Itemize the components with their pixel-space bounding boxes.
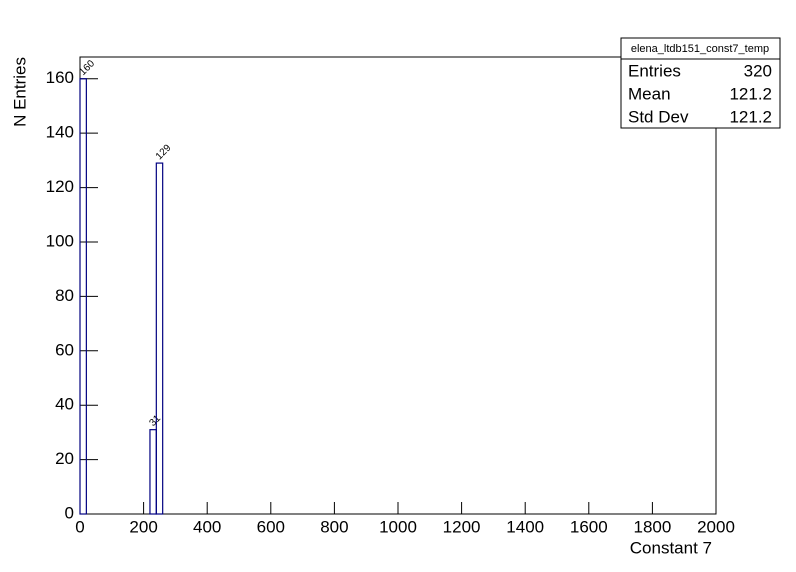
x-tick-label: 800 — [320, 517, 348, 536]
y-tick-label: 0 — [65, 503, 74, 522]
stats-label: Mean — [628, 84, 671, 103]
y-tick-label: 120 — [46, 177, 74, 196]
stats-value: 121.2 — [729, 107, 772, 126]
x-axis-label: Constant 7 — [630, 538, 712, 557]
x-tick-label: 1000 — [379, 517, 417, 536]
x-tick-label: 0 — [75, 517, 84, 536]
y-tick-label: 140 — [46, 123, 74, 142]
stats-title: elena_ltdb151_const7_temp — [631, 43, 769, 55]
y-tick-label: 160 — [46, 68, 74, 87]
bar-value-label: 129 — [154, 142, 174, 162]
x-tick-label: 2000 — [697, 517, 735, 536]
x-tick-label: 1200 — [443, 517, 481, 536]
stats-value: 320 — [744, 61, 772, 80]
x-tick-label: 1800 — [633, 517, 671, 536]
x-tick-label: 200 — [129, 517, 157, 536]
bar-value-label: 160 — [78, 58, 98, 78]
y-tick-label: 80 — [55, 286, 74, 305]
y-tick-label: 20 — [55, 449, 74, 468]
stats-label: Std Dev — [628, 107, 689, 126]
x-tick-label: 1400 — [506, 517, 544, 536]
x-tick-label: 1600 — [570, 517, 608, 536]
bar-value-label: 31 — [147, 413, 163, 429]
y-tick-label: 100 — [46, 231, 74, 250]
bar — [79, 78, 87, 515]
y-tick-label: 60 — [55, 340, 74, 359]
stats-value: 121.2 — [729, 84, 772, 103]
x-tick-label: 400 — [193, 517, 221, 536]
bar — [149, 429, 157, 515]
y-axis-label: N Entries — [10, 57, 29, 127]
y-tick-label: 40 — [55, 395, 74, 414]
stats-label: Entries — [628, 61, 681, 80]
stats-box — [620, 37, 781, 129]
bar — [155, 162, 164, 515]
x-tick-label: 600 — [257, 517, 285, 536]
